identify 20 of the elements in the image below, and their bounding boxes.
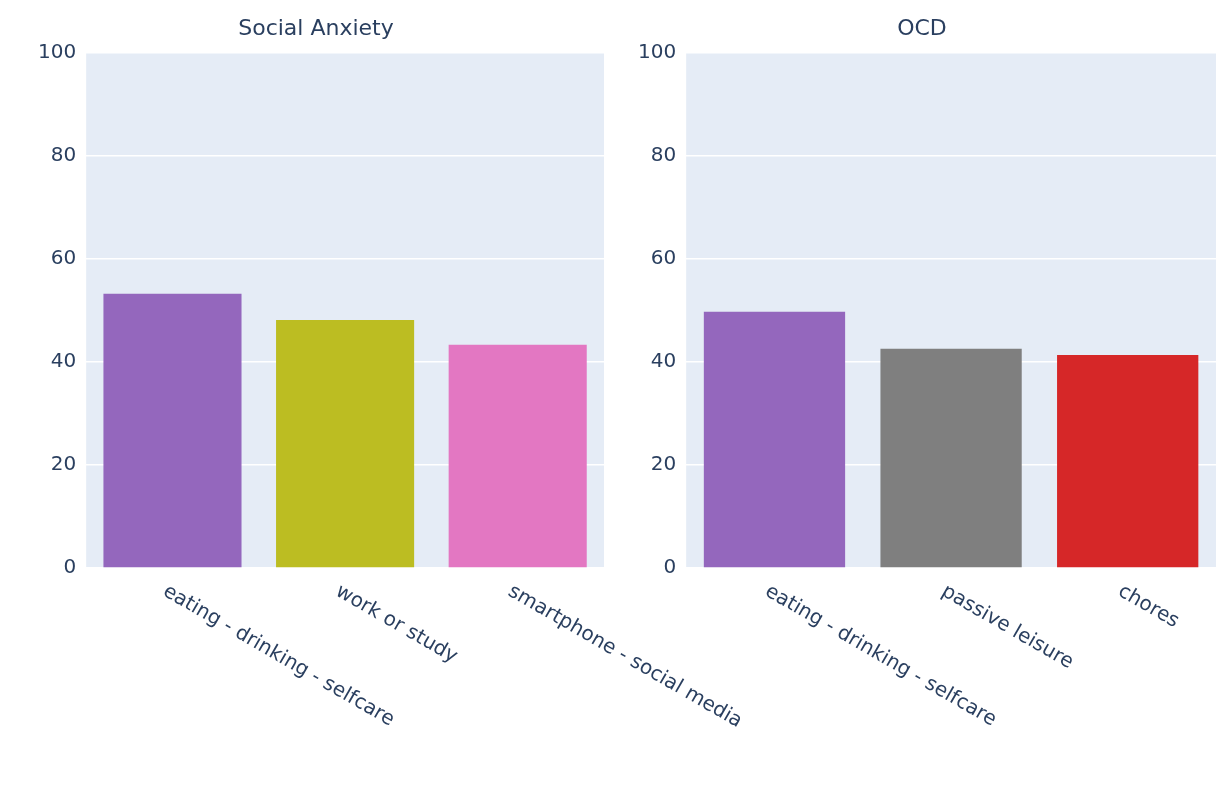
bar — [1057, 355, 1199, 568]
y-tick-label: 40 — [50, 347, 77, 372]
y-tick-label: 0 — [663, 554, 677, 579]
bar — [703, 311, 846, 568]
y-tick-label: 80 — [50, 141, 77, 166]
y-tick-label: 80 — [650, 141, 677, 166]
chart-title: Social Anxiety — [238, 14, 394, 40]
bar — [276, 320, 415, 568]
bar — [880, 348, 1022, 568]
y-tick-label: 100 — [637, 38, 677, 63]
y-tick-label: 60 — [650, 244, 677, 269]
y-tick-label: 20 — [50, 451, 77, 476]
bar — [103, 293, 242, 568]
chart-title: OCD — [897, 14, 947, 40]
y-tick-label: 100 — [37, 38, 77, 63]
y-tick-label: 0 — [63, 554, 77, 579]
y-tick-label: 40 — [650, 347, 677, 372]
y-tick-label: 60 — [50, 244, 77, 269]
y-tick-label: 20 — [650, 451, 677, 476]
bar — [448, 344, 587, 568]
